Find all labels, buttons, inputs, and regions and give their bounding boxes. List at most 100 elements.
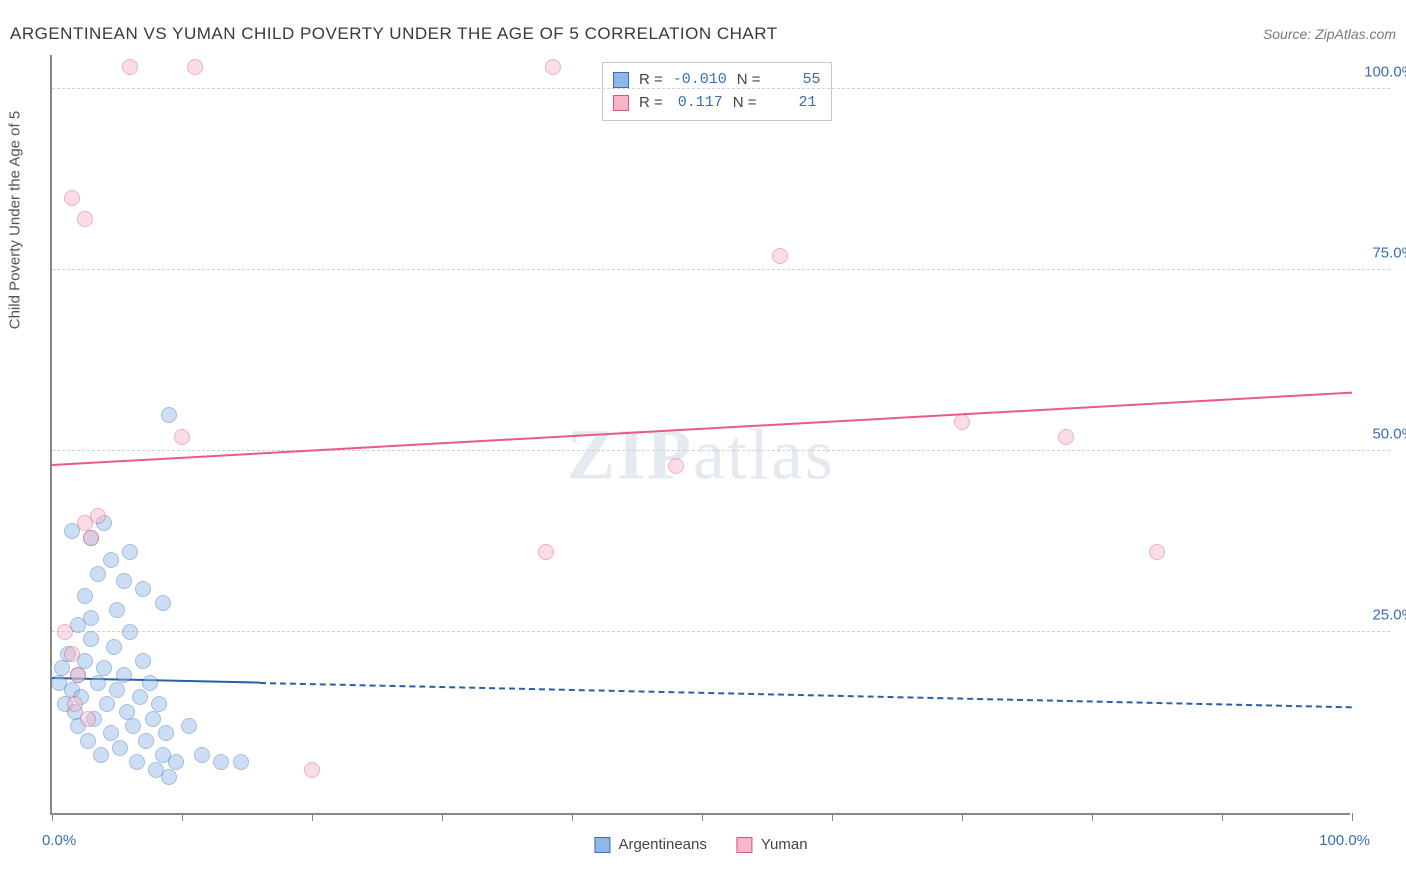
x-axis-max-label: 100.0% [1319, 832, 1370, 849]
legend-item-argentineans: Argentineans [594, 836, 706, 853]
x-tick [962, 813, 963, 821]
data-point [538, 544, 554, 560]
r-value: 0.117 [673, 92, 723, 115]
swatch-icon [613, 95, 629, 111]
data-point [194, 747, 210, 763]
data-point [57, 624, 73, 640]
y-tick-label: 50.0% [1372, 426, 1406, 443]
data-point [83, 610, 99, 626]
data-point [103, 552, 119, 568]
data-point [125, 718, 141, 734]
data-point [122, 544, 138, 560]
y-tick-label: 75.0% [1372, 245, 1406, 262]
data-point [64, 190, 80, 206]
data-point [954, 414, 970, 430]
data-point [187, 59, 203, 75]
swatch-icon [737, 837, 753, 853]
x-tick [1092, 813, 1093, 821]
x-tick [182, 813, 183, 821]
data-point [90, 675, 106, 691]
swatch-icon [613, 72, 629, 88]
y-axis-title: Child Poverty Under the Age of 5 [7, 111, 24, 329]
y-tick-label: 25.0% [1372, 607, 1406, 624]
data-point [116, 667, 132, 683]
data-point [168, 754, 184, 770]
data-point [80, 733, 96, 749]
data-point [54, 660, 70, 676]
x-tick [52, 813, 53, 821]
data-point [145, 711, 161, 727]
data-point [109, 602, 125, 618]
data-point [304, 762, 320, 778]
x-tick [442, 813, 443, 821]
n-value: 21 [767, 92, 817, 115]
y-tick-label: 100.0% [1364, 64, 1406, 81]
data-point [122, 624, 138, 640]
data-point [151, 696, 167, 712]
x-tick [702, 813, 703, 821]
series-legend: Argentineans Yuman [594, 836, 807, 853]
data-point [77, 211, 93, 227]
data-point [109, 682, 125, 698]
data-point [77, 588, 93, 604]
data-point [1149, 544, 1165, 560]
data-point [545, 59, 561, 75]
data-point [213, 754, 229, 770]
data-point [174, 429, 190, 445]
data-point [181, 718, 197, 734]
data-point [99, 696, 115, 712]
legend-item-yuman: Yuman [737, 836, 808, 853]
data-point [129, 754, 145, 770]
title-bar: ARGENTINEAN VS YUMAN CHILD POVERTY UNDER… [10, 24, 1396, 44]
data-point [96, 660, 112, 676]
data-point [122, 59, 138, 75]
gridline [52, 269, 1390, 270]
data-point [772, 248, 788, 264]
x-tick [1222, 813, 1223, 821]
data-point [106, 639, 122, 655]
data-point [158, 725, 174, 741]
x-tick [312, 813, 313, 821]
chart-title: ARGENTINEAN VS YUMAN CHILD POVERTY UNDER… [10, 24, 778, 44]
source-attribution: Source: ZipAtlas.com [1263, 26, 1396, 42]
legend-label: Yuman [761, 836, 808, 853]
data-point [161, 769, 177, 785]
trend-line-dashed [260, 682, 1352, 708]
x-tick [572, 813, 573, 821]
data-point [83, 530, 99, 546]
watermark: ZIPatlas [567, 414, 835, 497]
data-point [138, 733, 154, 749]
x-tick [1352, 813, 1353, 821]
data-point [83, 631, 99, 647]
data-point [64, 646, 80, 662]
data-point [132, 689, 148, 705]
x-tick [832, 813, 833, 821]
stats-legend: R = -0.010 N = 55 R = 0.117 N = 21 [602, 62, 832, 121]
data-point [135, 581, 151, 597]
swatch-icon [594, 837, 610, 853]
gridline [52, 88, 1390, 89]
gridline [52, 450, 1390, 451]
data-point [67, 696, 83, 712]
data-point [142, 675, 158, 691]
data-point [93, 747, 109, 763]
data-point [116, 573, 132, 589]
trend-line [52, 391, 1352, 465]
data-point [112, 740, 128, 756]
data-point [70, 667, 86, 683]
data-point [90, 508, 106, 524]
x-axis-min-label: 0.0% [42, 832, 76, 849]
data-point [103, 725, 119, 741]
data-point [668, 458, 684, 474]
data-point [233, 754, 249, 770]
data-point [1058, 429, 1074, 445]
data-point [155, 595, 171, 611]
data-point [161, 407, 177, 423]
legend-label: Argentineans [618, 836, 706, 853]
data-point [80, 711, 96, 727]
gridline [52, 631, 1390, 632]
scatter-plot: ZIPatlas R = -0.010 N = 55 R = 0.117 N =… [50, 55, 1350, 815]
data-point [90, 566, 106, 582]
stats-row-yuman: R = 0.117 N = 21 [613, 92, 821, 115]
data-point [135, 653, 151, 669]
